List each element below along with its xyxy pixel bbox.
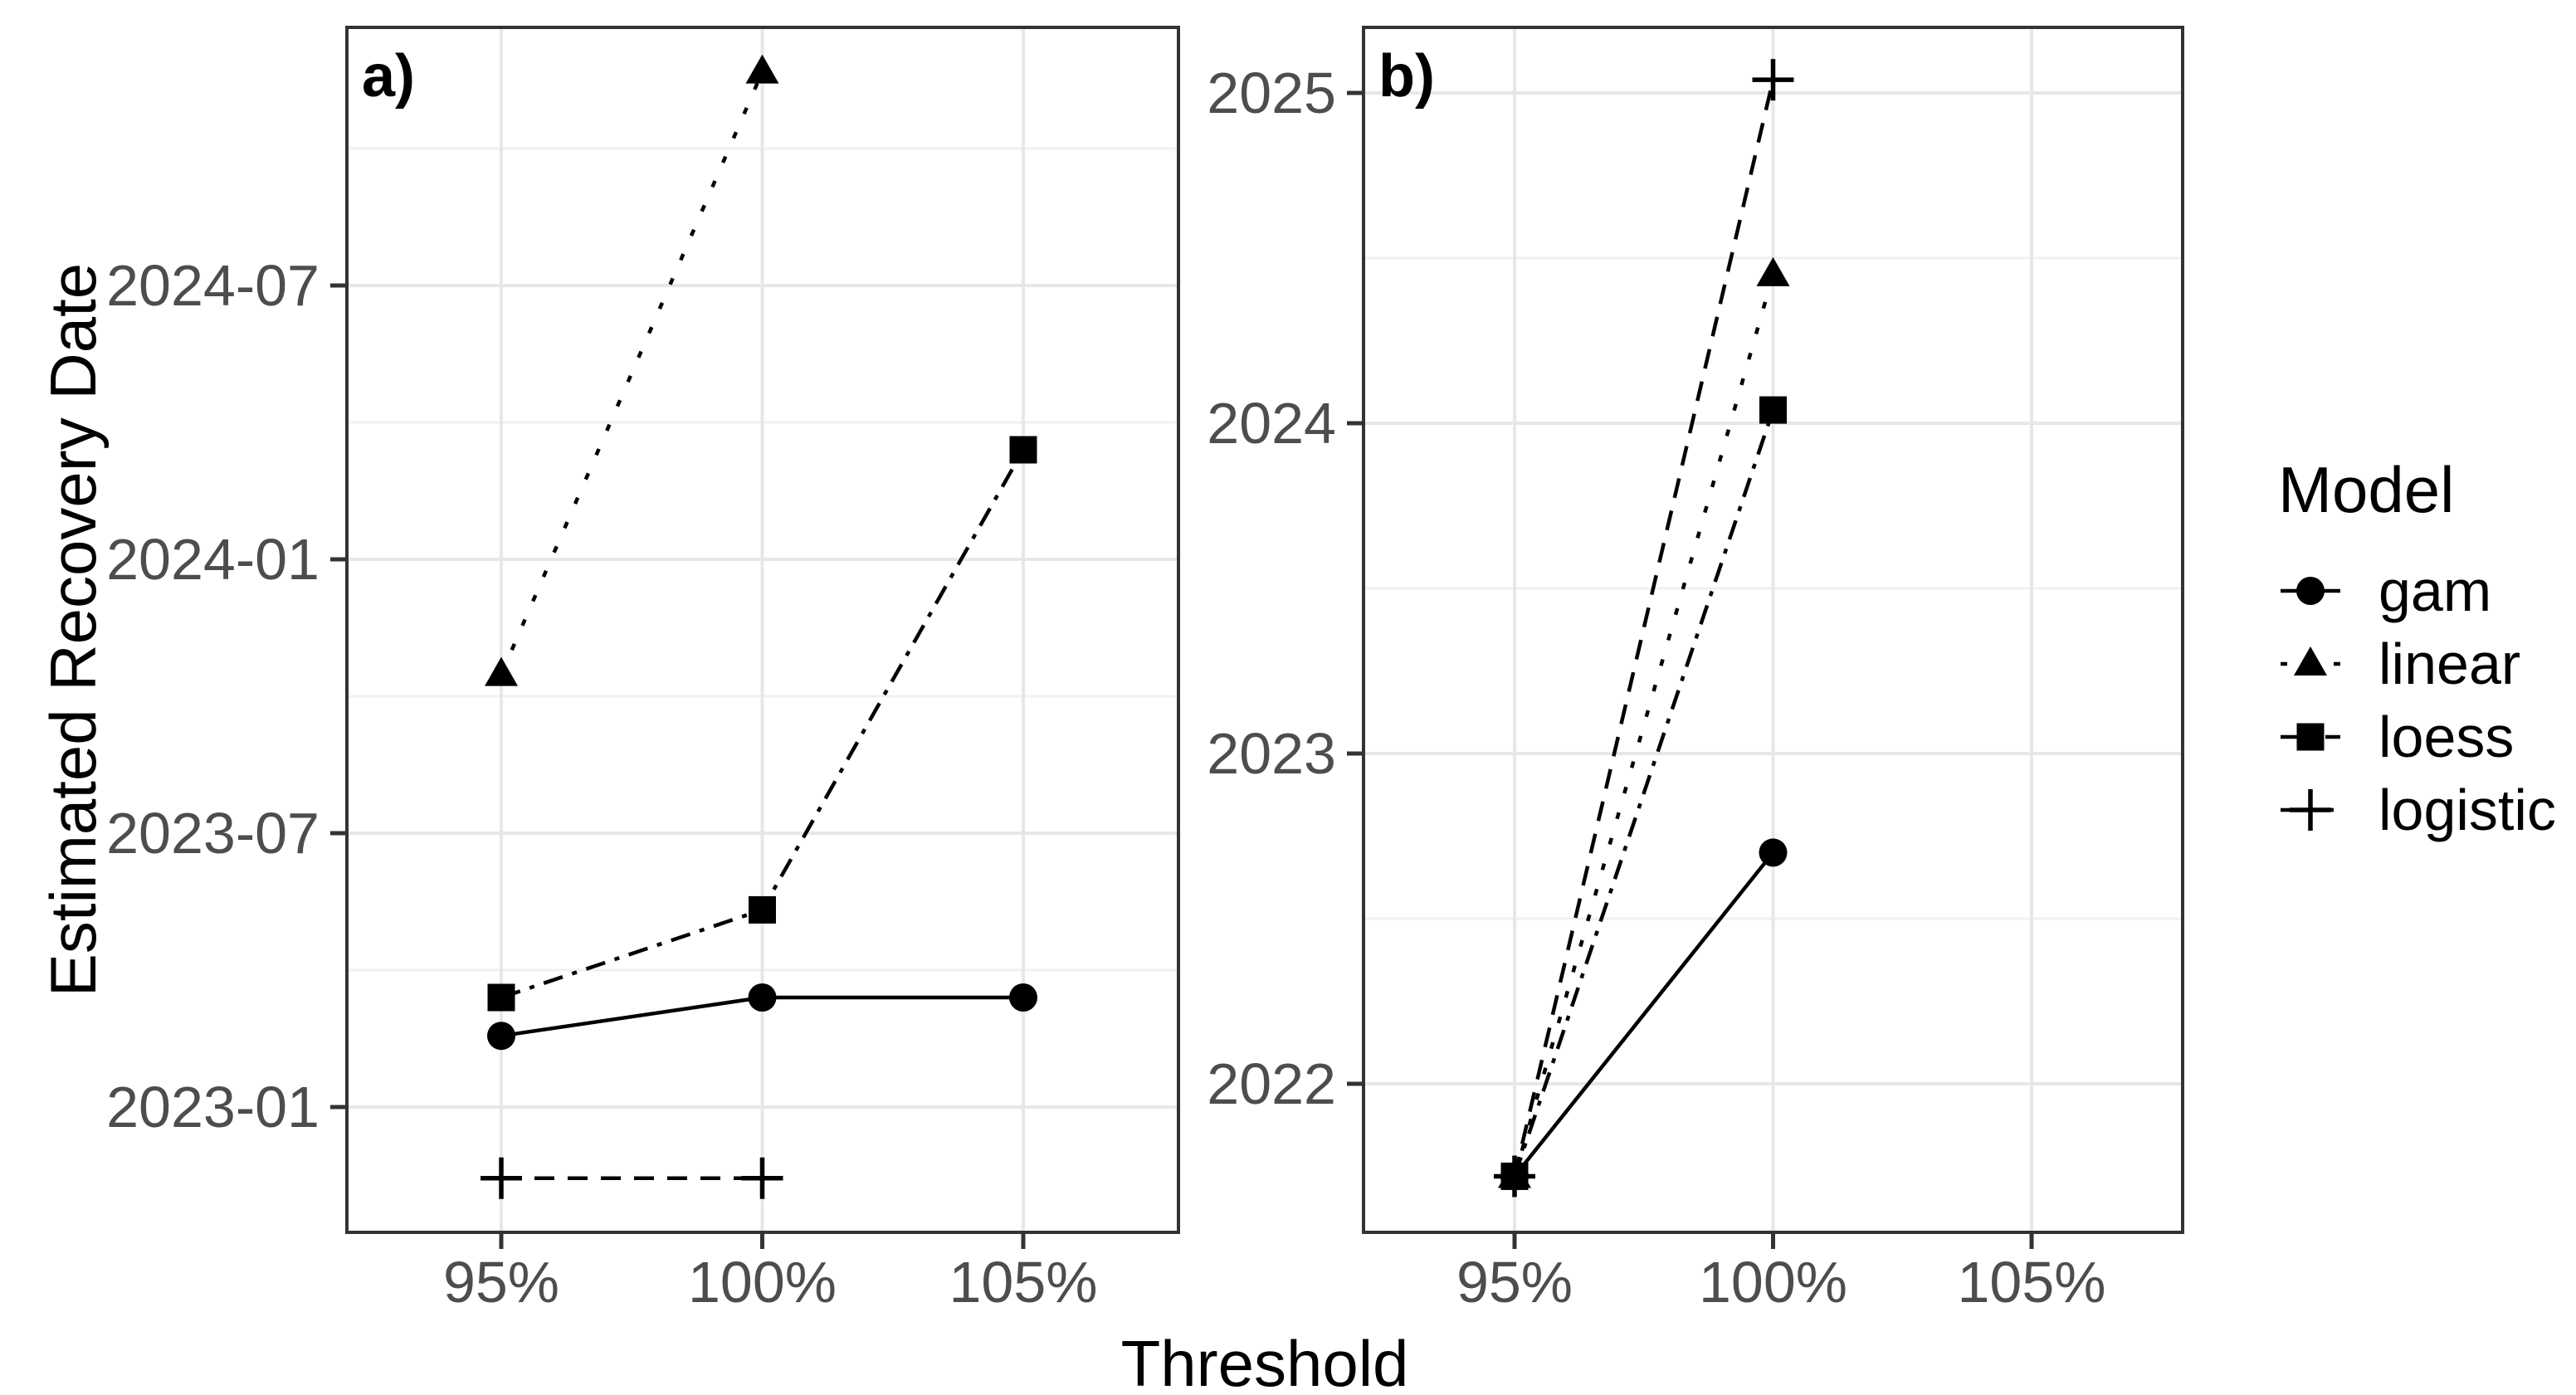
triangle-marker-icon: [745, 54, 779, 84]
series-logistic: [1494, 59, 1794, 1197]
legend-entry-label: logistic: [2378, 778, 2556, 842]
series-loess: [487, 436, 1037, 1012]
circle-marker-icon: [1759, 838, 1788, 867]
panel-tag: b): [1378, 43, 1435, 110]
y-axis-title: Estimated Recovery Date: [37, 263, 110, 997]
series-logistic-line: [1512, 79, 1775, 1177]
legend-entry-label: loess: [2378, 705, 2514, 769]
y-tick-label: 2024-01: [106, 527, 320, 592]
plus-marker-icon: [741, 1157, 783, 1199]
square-marker-icon: [749, 895, 776, 924]
legend-entry-label: linear: [2378, 632, 2520, 696]
panel-tag: a): [362, 43, 415, 110]
x-tick-label: 100%: [1699, 1250, 1847, 1315]
legend-entry-label: gam: [2378, 558, 2491, 623]
panel-a: 95% 100% 105% 2024-07 2024-01 2023-07 2023-01 a…: [106, 26, 1180, 1315]
x-tick-label: 105%: [949, 1250, 1097, 1315]
plus-marker-icon: [2290, 789, 2331, 831]
panel-b: 95% 100% 105% 2025 2024 2023 2022 b): [1207, 26, 2184, 1315]
y-tick-label: 2024-07: [106, 253, 320, 318]
x-tick-label: 95%: [443, 1250, 559, 1315]
triangle-marker-icon: [2294, 646, 2327, 676]
legend: Model gam linear loess logistic: [2278, 453, 2556, 842]
legend-entry-linear: linear: [2281, 632, 2520, 696]
circle-marker-icon: [748, 983, 777, 1012]
y-tick-label: 2023: [1207, 721, 1336, 786]
legend-entry-gam: gam: [2281, 558, 2491, 623]
series-linear-line: [499, 71, 764, 676]
square-marker-icon: [1009, 436, 1037, 464]
series-linear: [1498, 256, 1790, 1188]
series-linear-line: [1512, 274, 1775, 1178]
triangle-marker-icon: [1756, 256, 1790, 286]
plus-marker-icon: [1494, 1155, 1535, 1197]
series-linear: [485, 54, 779, 686]
circle-marker-icon: [1009, 983, 1037, 1012]
circle-marker-icon: [2296, 577, 2325, 605]
series-logistic: [481, 1157, 783, 1199]
y-tick-label: 2024: [1207, 391, 1336, 456]
legend-entry-logistic: logistic: [2281, 778, 2556, 842]
y-tick-label: 2022: [1207, 1051, 1336, 1116]
plus-marker-icon: [1752, 59, 1794, 101]
x-axis-title: Threshold: [1121, 1327, 1409, 1395]
y-tick-label: 2023-01: [106, 1075, 320, 1139]
series-gam: [1500, 838, 1788, 1191]
x-tick-label: 105%: [1957, 1250, 2105, 1315]
square-marker-icon: [2296, 723, 2325, 751]
series-loess-line: [1512, 409, 1775, 1178]
x-tick-label: 95%: [1456, 1250, 1573, 1315]
triangle-marker-icon: [485, 656, 518, 686]
square-marker-icon: [1759, 396, 1787, 424]
square-marker-icon: [487, 983, 515, 1012]
legend-title: Model: [2278, 453, 2454, 526]
series-gam-line: [1513, 851, 1775, 1178]
y-tick-label: 2025: [1207, 61, 1336, 125]
y-tick-label: 2023-07: [106, 801, 320, 866]
series-gam: [487, 983, 1037, 1051]
legend-entry-loess: loess: [2281, 705, 2514, 769]
circle-marker-icon: [487, 1022, 515, 1051]
x-tick-label: 100%: [688, 1250, 837, 1315]
plus-marker-icon: [481, 1157, 522, 1199]
